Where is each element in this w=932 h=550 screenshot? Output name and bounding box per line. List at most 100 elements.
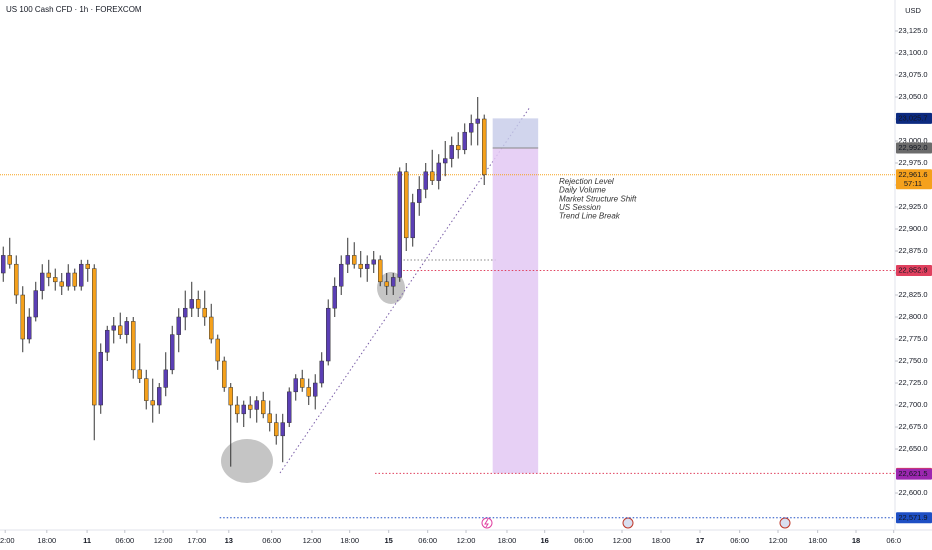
x-tick-label: 18:00 — [808, 536, 827, 545]
candle-body — [53, 277, 58, 283]
x-tick-label: 17 — [696, 536, 704, 545]
y-tick-label: 22,700.0 — [898, 400, 927, 409]
candle-body — [404, 171, 409, 239]
candle-body — [365, 263, 370, 269]
chart-title: US 100 Cash CFD · 1h · FOREXCOM — [6, 5, 142, 14]
stop-zone — [492, 118, 539, 149]
candle-body — [261, 400, 266, 415]
candle-body — [332, 285, 337, 309]
candle-body — [176, 316, 181, 335]
candle-body — [371, 259, 376, 265]
annotation: Market Structure Shift — [559, 194, 637, 203]
candle-body — [7, 255, 12, 265]
y-tick-label: 22,675.0 — [898, 422, 927, 431]
price-tag-label: 22,571.9 — [898, 513, 927, 522]
candle-body — [430, 171, 435, 181]
candle-body — [137, 369, 142, 379]
x-tick-label: 12:00 — [303, 536, 322, 545]
x-tick-label: 06:00 — [262, 536, 281, 545]
candle-body — [267, 413, 272, 423]
annotation: Rejection Level — [559, 177, 614, 186]
candle-body — [436, 162, 441, 181]
candle-body — [443, 158, 448, 164]
candle-body — [378, 259, 383, 283]
y-tick-label: 22,725.0 — [898, 378, 927, 387]
x-tick-label: 15 — [385, 536, 393, 545]
candle-body — [85, 263, 90, 269]
candle-body — [228, 387, 233, 406]
x-tick-label: 12:00 — [457, 536, 476, 545]
candle-body — [469, 123, 474, 133]
candle-body — [462, 131, 467, 151]
y-tick-label: 22,825.0 — [898, 290, 927, 299]
y-tick-label: 23,125.0 — [898, 26, 927, 35]
x-tick-label: 12:00 — [0, 536, 15, 545]
target-zone — [492, 148, 539, 474]
price-tag-label: 23,025.7 — [898, 113, 927, 122]
candle-body — [157, 387, 162, 406]
countdown: 57:11 — [904, 179, 922, 188]
candle-body — [482, 118, 487, 176]
candle-body — [410, 202, 415, 239]
candle-body — [66, 272, 71, 287]
y-tick-label: 23,100.0 — [898, 48, 927, 57]
y-tick-label: 22,650.0 — [898, 444, 927, 453]
y-tick-label: 23,075.0 — [898, 70, 927, 79]
candle-body — [150, 400, 155, 406]
y-tick-label: 22,775.0 — [898, 334, 927, 343]
candle-body — [287, 391, 292, 423]
x-tick-label: 18:00 — [37, 536, 56, 545]
y-tick-label: 23,000.0 — [898, 136, 927, 145]
x-tick-label: 11 — [83, 536, 91, 545]
candle-body — [163, 369, 168, 388]
x-tick-label: 18:00 — [652, 536, 671, 545]
candle-body — [92, 268, 97, 406]
candle-body — [131, 321, 136, 371]
candle-body — [189, 299, 194, 309]
x-tick-label: 18:00 — [498, 536, 517, 545]
candle-body — [456, 145, 461, 151]
event-icon — [484, 518, 489, 528]
candle-body — [14, 263, 19, 296]
candle-body — [111, 325, 116, 331]
y-tick-label: 23,050.0 — [898, 92, 927, 101]
candle-body — [202, 307, 207, 318]
drawings — [221, 106, 539, 483]
candle-body — [46, 272, 51, 278]
candle-body — [98, 351, 103, 406]
event-icon — [622, 517, 634, 529]
annotation: Trend Line Break — [559, 212, 621, 221]
candle-body — [196, 299, 201, 309]
x-tick-label: 18 — [852, 536, 860, 545]
y-tick-label: 22,900.0 — [898, 224, 927, 233]
price-tag — [896, 142, 932, 154]
trend-line — [279, 106, 531, 474]
x-tick-label: 17:00 — [188, 536, 207, 545]
candle-body — [222, 360, 227, 388]
candle-body — [215, 338, 220, 362]
y-tick-label: 22,600.0 — [898, 488, 927, 497]
candle-body — [313, 382, 318, 397]
highlight-ellipse — [221, 439, 273, 483]
x-tick-label: 06:00 — [730, 536, 749, 545]
price-tag-label: 22,852.9 — [898, 265, 927, 274]
candle-body — [306, 387, 311, 397]
price-tag-label: 22,992.0 — [898, 143, 927, 152]
price-tag — [896, 512, 932, 524]
candle-body — [358, 263, 363, 269]
candle-body — [170, 334, 175, 371]
candle-body — [27, 316, 32, 340]
x-tick-label: 16 — [540, 536, 548, 545]
candle-body — [79, 263, 84, 287]
price-tag — [896, 264, 932, 276]
y-tick-label: 22,875.0 — [898, 246, 927, 255]
candle-body — [339, 263, 344, 287]
candle-body — [105, 329, 110, 353]
candle-body — [352, 255, 357, 265]
candle-body — [397, 171, 402, 278]
candle-body — [33, 290, 38, 318]
y-tick-label: 22,975.0 — [898, 158, 927, 167]
candle-body — [449, 145, 454, 159]
price-tag-label: 22,961.6 — [898, 170, 927, 179]
event-icon — [779, 517, 791, 529]
